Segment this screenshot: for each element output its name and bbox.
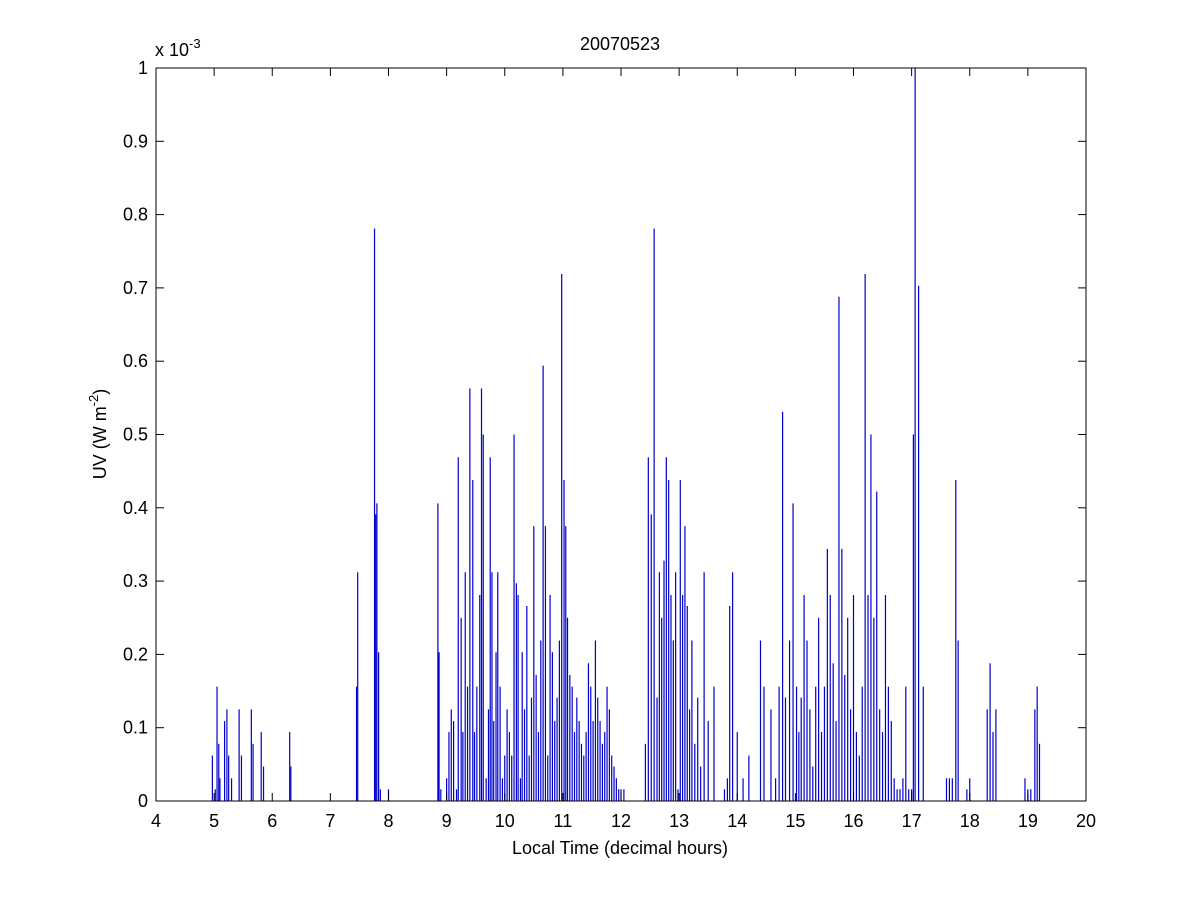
y-multiplier-exponent: -3 (189, 36, 201, 51)
x-axis-ticks: 4 5 6 7 8 9 10 11 12 13 14 15 16 17 18 19 20 (151, 68, 1096, 831)
x-tick-label: 10 (495, 811, 515, 831)
y-multiplier-base: x 10 (155, 40, 189, 60)
x-tick-label: 20 (1076, 811, 1096, 831)
y-tick-label: 0.2 (123, 644, 148, 664)
y-axis-label-superscript: -2 (86, 395, 101, 407)
y-tick-label: 0.6 (123, 351, 148, 371)
y-axis-label-closing: ) (90, 389, 110, 395)
x-tick-label: 9 (442, 811, 452, 831)
x-tick-label: 7 (325, 811, 335, 831)
x-tick-label: 6 (267, 811, 277, 831)
y-tick-label: 0 (138, 791, 148, 811)
y-axis-label: UV (W m-2) (86, 389, 110, 480)
x-tick-label: 8 (383, 811, 393, 831)
y-tick-label: 0.4 (123, 498, 148, 518)
x-axis-label: Local Time (decimal hours) (512, 838, 728, 858)
x-tick-label: 5 (209, 811, 219, 831)
x-tick-label: 11 (554, 811, 573, 831)
x-tick-label: 14 (727, 811, 747, 831)
y-tick-label: 0.7 (123, 278, 148, 298)
y-multiplier-label: x 10-3 (155, 36, 201, 60)
x-tick-label: 18 (960, 811, 980, 831)
x-tick-label: 13 (669, 811, 689, 831)
chart-title: 20070523 (580, 34, 660, 54)
y-tick-label: 0.9 (123, 131, 148, 151)
y-axis-ticks: 0 0.1 0.2 0.3 0.4 0.5 0.6 0.7 0.8 0.9 1 (123, 58, 1086, 811)
x-tick-label: 4 (151, 811, 161, 831)
y-tick-label: 0.1 (123, 718, 148, 738)
x-tick-label: 15 (785, 811, 805, 831)
y-tick-label: 1 (138, 58, 148, 78)
x-tick-label: 19 (1018, 811, 1038, 831)
x-tick-label: 17 (902, 811, 922, 831)
y-tick-label: 0.8 (123, 205, 148, 225)
uv-stems (211, 68, 1041, 801)
y-tick-label: 0.5 (123, 425, 148, 445)
y-axis-label-base: UV (W m (90, 406, 110, 479)
x-tick-label: 16 (843, 811, 863, 831)
x-tick-label: 12 (611, 811, 631, 831)
y-tick-label: 0.3 (123, 571, 148, 591)
